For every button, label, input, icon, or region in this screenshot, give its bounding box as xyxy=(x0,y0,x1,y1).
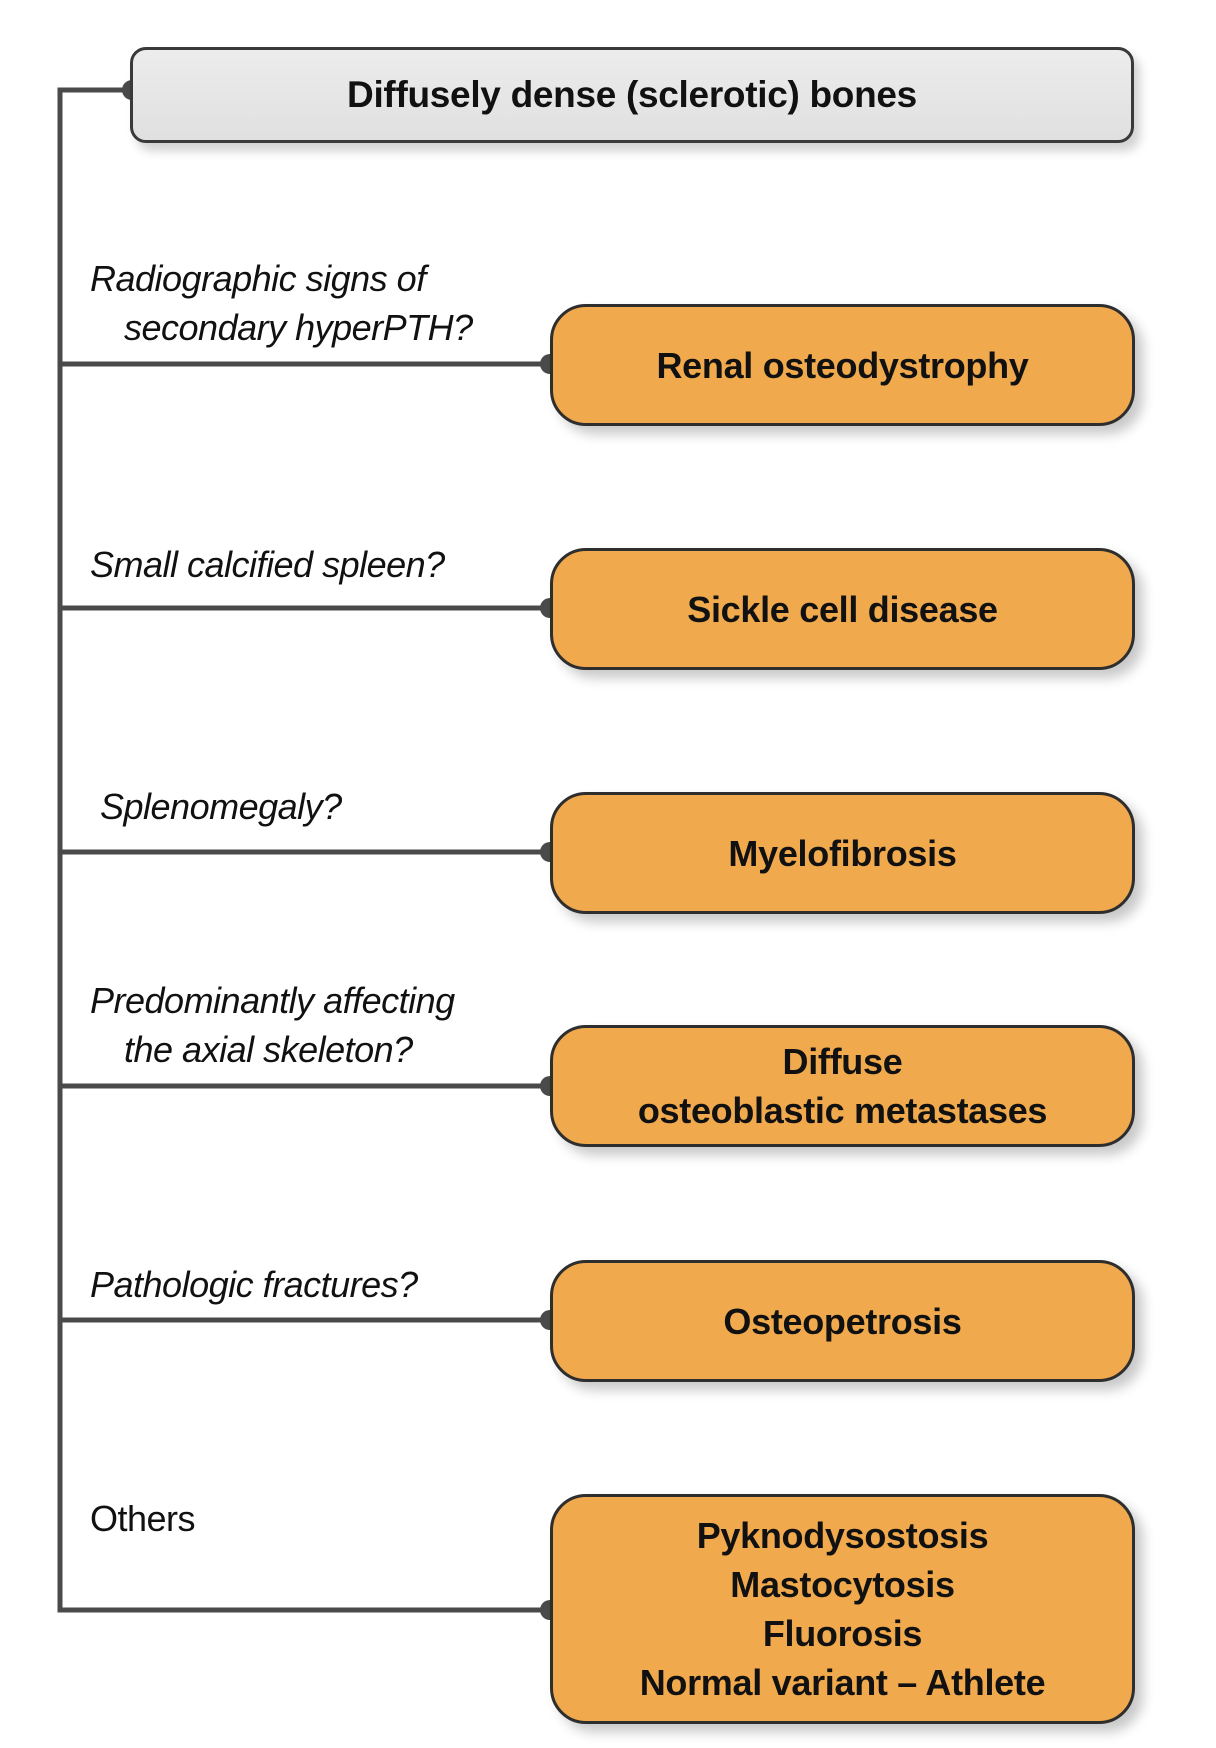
result-node: Pyknodysostosis Mastocytosis Fluorosis N… xyxy=(550,1494,1135,1724)
question-line: Predominantly affecting xyxy=(90,980,455,1021)
question-line: Small calcified spleen? xyxy=(90,544,445,585)
result-label: osteoblastic metastases xyxy=(637,1090,1048,1131)
result-label: Mastocytosis xyxy=(730,1564,955,1605)
question-line: Splenomegaly? xyxy=(100,786,342,827)
result-label: Pyknodysostosis xyxy=(696,1515,989,1556)
question-line: the axial skeleton? xyxy=(124,1029,413,1070)
root-node: Diffusely dense (sclerotic) bones xyxy=(130,47,1134,143)
result-label: Renal osteodystrophy xyxy=(656,344,1029,386)
result-label: Myelofibrosis xyxy=(728,832,957,874)
branch-question: Others xyxy=(90,1494,196,1543)
result-label: Sickle cell disease xyxy=(687,588,998,630)
result-label: Fluorosis xyxy=(762,1613,923,1654)
question-line: secondary hyperPTH? xyxy=(124,307,473,348)
branch-question: Radiographic signs of secondary hyperPTH… xyxy=(90,254,473,352)
result-node: Diffuse osteoblastic metastases xyxy=(550,1025,1135,1147)
result-label: Normal variant – Athlete xyxy=(639,1662,1046,1703)
question-line: Others xyxy=(90,1498,196,1539)
branch-question: Predominantly affecting the axial skelet… xyxy=(90,976,455,1074)
result-node: Myelofibrosis xyxy=(550,792,1135,914)
question-line: Radiographic signs of xyxy=(90,258,426,299)
branch-question: Splenomegaly? xyxy=(100,782,342,831)
result-label: Diffuse xyxy=(782,1041,903,1082)
result-node: Osteopetrosis xyxy=(550,1260,1135,1382)
branch-question: Pathologic fractures? xyxy=(90,1260,418,1309)
question-line: Pathologic fractures? xyxy=(90,1264,418,1305)
result-label: Osteopetrosis xyxy=(723,1300,962,1342)
root-label: Diffusely dense (sclerotic) bones xyxy=(347,74,917,115)
branch-question: Small calcified spleen? xyxy=(90,540,445,589)
result-node: Sickle cell disease xyxy=(550,548,1135,670)
result-node: Renal osteodystrophy xyxy=(550,304,1135,426)
